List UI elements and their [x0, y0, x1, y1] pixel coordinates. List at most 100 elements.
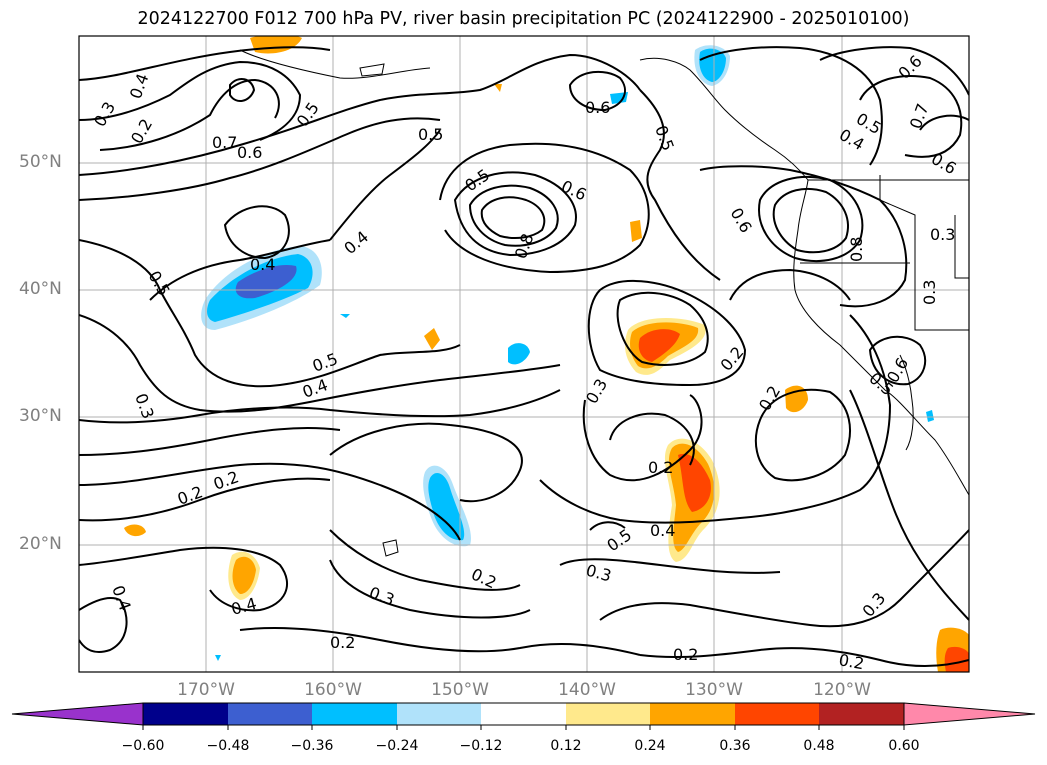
colorbar-tick-label: 0.48: [803, 738, 835, 754]
contour-line: [599, 529, 969, 628]
colorbar-segment: [481, 703, 566, 725]
colorbar-segment: [143, 703, 228, 725]
contour-label: 0.4: [300, 375, 330, 402]
contour-label: 0.3: [584, 561, 614, 586]
contour-line: [453, 171, 577, 257]
contour-label: 0.6: [237, 143, 262, 162]
colorbar-segment: [397, 703, 481, 725]
lon-label-160w: 160°W: [304, 680, 362, 700]
contour-line: [79, 60, 302, 141]
contour-line: [439, 142, 650, 274]
contour-label: 0.2: [755, 382, 784, 414]
contour-line: [223, 205, 290, 260]
contour-label: 0.5: [651, 123, 678, 153]
contour-label: 0.4: [250, 255, 275, 274]
colorbar: [11, 702, 1036, 730]
contour-line: [699, 165, 908, 308]
positive-region-subtropics: [630, 220, 969, 672]
contour-line: [582, 394, 703, 482]
lon-label-140w: 140°W: [558, 680, 616, 700]
contour-line: [772, 187, 849, 254]
plot-title: 2024122700 F012 700 hPa PV, river basin …: [137, 9, 910, 29]
colorbar-segment: [819, 703, 904, 725]
contour-line: [229, 78, 256, 102]
contour-line: [849, 389, 969, 621]
contour-line: [79, 46, 331, 81]
contour-line: [539, 314, 892, 524]
positive-region-ne-pacific: [624, 318, 706, 375]
contour-label: 0.6: [894, 51, 925, 82]
lon-label-130w: 130°W: [685, 680, 743, 700]
contour-line: [559, 558, 781, 574]
contour-line: [616, 291, 709, 366]
contour-label: 0.2: [648, 458, 673, 477]
colorbar-segment: [650, 703, 735, 725]
positive-region-west: [124, 36, 502, 600]
contour-label: 0.6: [585, 98, 610, 117]
pv-contours: [79, 46, 969, 667]
colorbar-segment: [312, 703, 397, 725]
contour-line: [79, 314, 561, 413]
colorbar-extend-high: [903, 702, 1036, 726]
contour-label: 0.2: [175, 482, 205, 509]
contour-line: [79, 546, 289, 612]
lat-label-50n: 50°N: [19, 152, 62, 172]
contour-label: 0.7: [212, 133, 237, 152]
colorbar-segment: [735, 703, 819, 725]
contour-line: [859, 75, 963, 158]
contour-line: [329, 422, 523, 503]
contour-label: 0.8: [847, 237, 866, 262]
contour-line: [79, 462, 461, 541]
contour-line: [79, 597, 128, 653]
contour-label: 0.4: [650, 521, 675, 540]
contour-label: 0.4: [108, 583, 135, 613]
lon-label-150w: 150°W: [431, 680, 489, 700]
contour-line: [699, 46, 883, 166]
colorbar-tick-label: 0.12: [550, 738, 582, 754]
contour-line: [329, 529, 521, 591]
contour-label: 0.2: [717, 343, 748, 375]
contour-label: 0.3: [930, 225, 955, 244]
contour-label: 0.3: [920, 280, 939, 305]
contour-line: [919, 114, 969, 131]
colorbar-tick-label: 0.24: [634, 738, 666, 754]
contour-label: 0.4: [340, 227, 372, 258]
coastlines: [239, 49, 969, 557]
negative-region-central: [215, 314, 530, 661]
contour-line: [587, 279, 747, 387]
lat-label-40n: 40°N: [19, 279, 62, 299]
contour-line: [79, 117, 441, 201]
contour-line: [639, 647, 969, 667]
colorbar-tick-label: −0.24: [375, 738, 419, 754]
contour-label: 0.2: [330, 633, 355, 652]
contour-line: [868, 335, 927, 386]
contour-label: 0.2: [211, 467, 241, 494]
colorbar-tick-label: −0.12: [459, 738, 503, 754]
contour-label: 0.2: [673, 645, 698, 664]
contour-label: 0.5: [293, 99, 323, 131]
contour-line: [609, 412, 695, 466]
contour-line: [819, 46, 969, 96]
contour-line: [149, 239, 331, 301]
contour-line: [239, 627, 641, 656]
contour-line: [758, 176, 864, 262]
contour-line: [329, 129, 441, 241]
colorbar-tick-label: −0.36: [290, 738, 334, 754]
contour-label: 0.5: [603, 525, 635, 555]
contour-label: 0.7: [906, 101, 933, 131]
contour-line: [79, 389, 561, 424]
colorbar-tick-label: 0.60: [888, 738, 920, 754]
contour-label: 0.4: [229, 594, 259, 619]
colorbar-frame: [142, 702, 905, 726]
contour-label: 0.5: [418, 125, 443, 144]
lat-label-30n: 30°N: [19, 406, 62, 426]
contour-line: [99, 78, 280, 151]
lon-label-120w: 120°W: [813, 680, 871, 700]
colorbar-extend-low: [11, 702, 144, 726]
colorbar-tick-label: −0.48: [206, 738, 250, 754]
precipitation-shading: [124, 36, 969, 672]
contour-line: [79, 239, 461, 388]
contour-label: 0.6: [928, 149, 960, 178]
contour-label: 0.6: [558, 176, 589, 204]
